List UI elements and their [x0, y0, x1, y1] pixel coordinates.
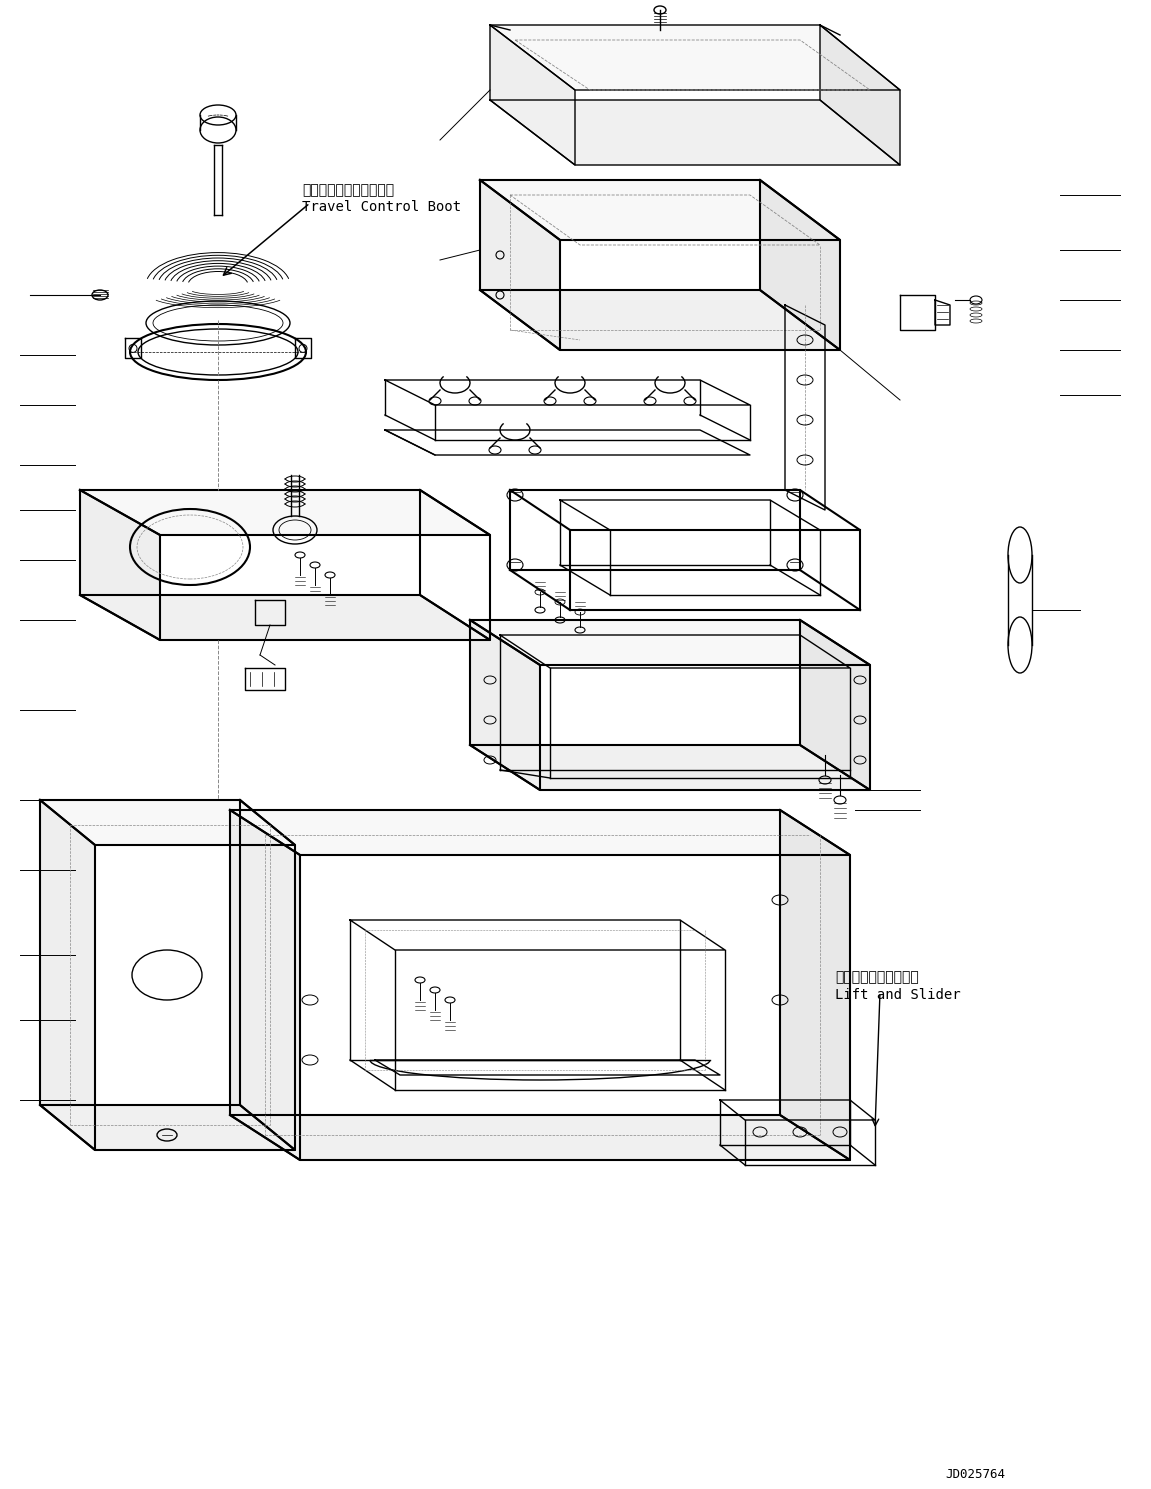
Polygon shape	[81, 490, 490, 535]
Polygon shape	[760, 180, 840, 350]
Text: Lift and Slider: Lift and Slider	[834, 989, 961, 1002]
Polygon shape	[470, 619, 870, 666]
Polygon shape	[230, 810, 849, 855]
Polygon shape	[800, 619, 870, 791]
Polygon shape	[490, 25, 576, 165]
Polygon shape	[470, 619, 540, 791]
Text: Travel Control Boot: Travel Control Boot	[302, 200, 462, 214]
Polygon shape	[820, 25, 900, 165]
Polygon shape	[40, 1105, 295, 1150]
Text: JD025764: JD025764	[945, 1468, 1005, 1482]
Polygon shape	[40, 800, 96, 1150]
Polygon shape	[780, 810, 849, 1160]
Polygon shape	[470, 744, 870, 791]
Text: リフトおよびスライダ: リフトおよびスライダ	[834, 969, 918, 984]
Polygon shape	[490, 25, 900, 89]
Polygon shape	[81, 596, 490, 640]
Polygon shape	[230, 810, 300, 1160]
Polygon shape	[490, 100, 900, 165]
Polygon shape	[480, 180, 840, 240]
Polygon shape	[230, 1115, 849, 1160]
Polygon shape	[480, 290, 840, 350]
Polygon shape	[40, 800, 295, 844]
Text: 走行コントロールブート: 走行コントロールブート	[302, 183, 394, 197]
Polygon shape	[480, 180, 561, 350]
Polygon shape	[81, 490, 160, 640]
